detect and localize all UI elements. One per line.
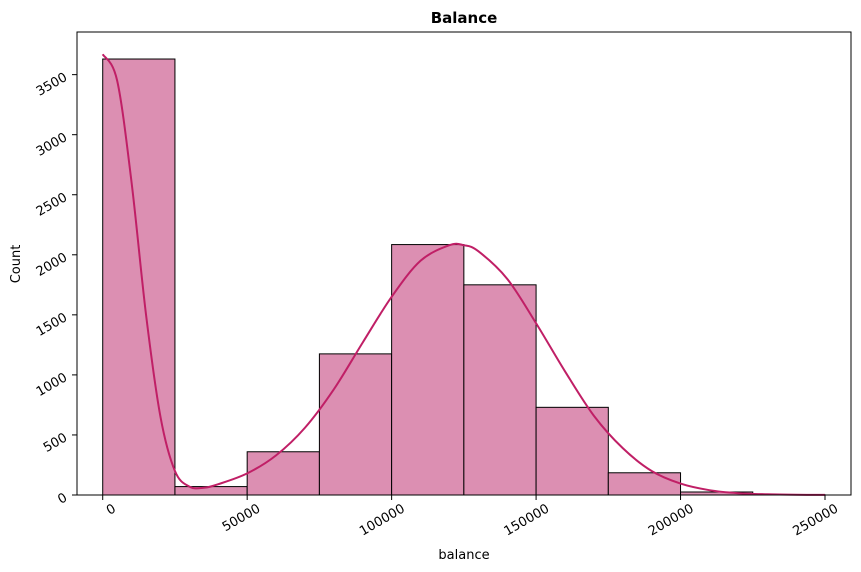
y-tick-label: 2000 bbox=[34, 250, 70, 280]
kde-layer bbox=[101, 53, 826, 496]
plot-frame bbox=[76, 31, 852, 496]
histogram-bar-6 bbox=[535, 406, 609, 496]
chart-title: Balance bbox=[431, 9, 498, 27]
histogram-bar-2 bbox=[246, 451, 320, 496]
histogram-bar-4 bbox=[391, 244, 465, 496]
y-tick-label: 3500 bbox=[34, 70, 70, 100]
y-tick-label: 500 bbox=[41, 430, 70, 455]
x-tick-label: 0 bbox=[104, 501, 119, 518]
x-axis-title: balance bbox=[438, 548, 489, 563]
y-axis-title: Count bbox=[9, 245, 24, 284]
bars-layer bbox=[102, 58, 826, 496]
y-tick-label: 3000 bbox=[34, 130, 70, 160]
x-tick-label: 150000 bbox=[502, 501, 552, 539]
histogram-bar-7 bbox=[607, 472, 682, 496]
histogram-bar-1 bbox=[174, 486, 248, 496]
histogram-bar-0 bbox=[102, 58, 176, 496]
histogram-bar-5 bbox=[463, 284, 537, 496]
x-tick-label: 50000 bbox=[220, 501, 263, 535]
x-tick-label: 100000 bbox=[357, 501, 407, 539]
kde-curve bbox=[101, 53, 826, 496]
y-tick-label: 1500 bbox=[34, 310, 70, 340]
y-tick-label: 2500 bbox=[34, 190, 70, 220]
y-tick-label: 1000 bbox=[34, 370, 70, 400]
histogram-bar-3 bbox=[318, 353, 393, 496]
y-tick-label: 0 bbox=[55, 490, 70, 507]
x-tick-label: 200000 bbox=[646, 501, 696, 539]
x-tick-label: 250000 bbox=[791, 501, 841, 539]
